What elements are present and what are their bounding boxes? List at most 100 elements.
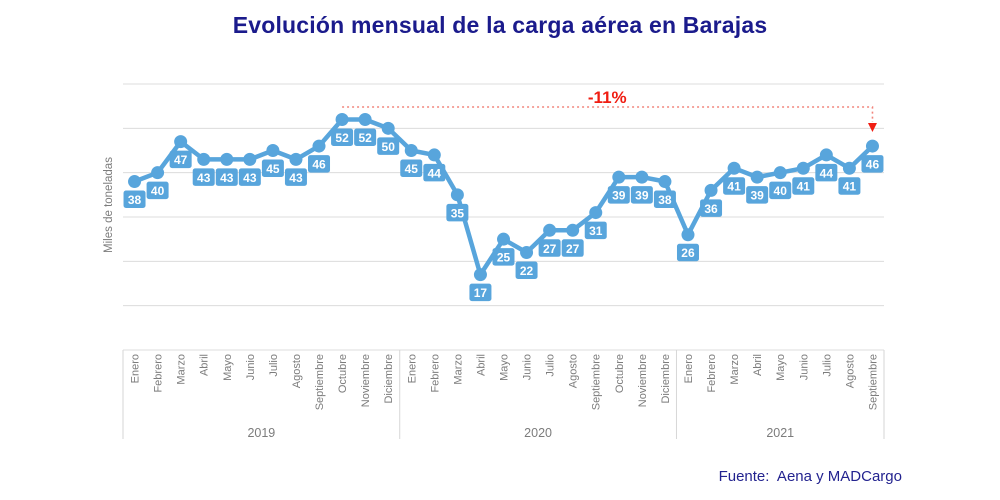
x-tick-label: Julio <box>545 354 557 377</box>
data-label-box <box>123 190 146 209</box>
data-label-box <box>561 239 584 257</box>
data-label-value: 44 <box>428 166 442 180</box>
data-label-box <box>584 221 607 240</box>
data-label-value: 25 <box>497 251 511 265</box>
data-label-box <box>146 181 169 200</box>
data-label: 41 <box>723 177 746 195</box>
data-label-box <box>308 155 331 173</box>
data-label-value: 40 <box>151 184 165 198</box>
data-point-marker <box>128 175 142 189</box>
data-label-box <box>284 168 307 186</box>
data-label: 43 <box>284 168 307 186</box>
data-label: 44 <box>815 163 838 182</box>
data-label-value: 39 <box>612 189 626 203</box>
data-label: 44 <box>423 163 446 182</box>
data-label-box <box>377 137 400 155</box>
x-tick-label: Diciembre <box>660 354 672 404</box>
year-label: 2020 <box>524 426 552 440</box>
data-point-marker <box>381 121 395 135</box>
data-label: 43 <box>238 168 261 186</box>
data-label-value: 27 <box>543 242 557 256</box>
data-label: 46 <box>308 155 331 173</box>
data-label-box <box>538 239 561 257</box>
data-label-value: 27 <box>566 242 580 256</box>
x-tick-label: Enero <box>130 354 142 383</box>
x-tick-label: Octubre <box>337 354 349 393</box>
data-point-marker <box>427 148 441 162</box>
x-tick-label: Septiembre <box>867 354 879 410</box>
data-label: 52 <box>354 128 377 146</box>
data-label: 52 <box>331 128 354 146</box>
data-label-box <box>423 163 446 182</box>
data-point-marker <box>842 161 856 175</box>
data-point-marker <box>819 148 833 162</box>
data-label-box <box>676 243 699 262</box>
annotation-dotted-line <box>342 106 874 122</box>
data-label: 22 <box>515 261 538 279</box>
x-tick-label: Mayo <box>775 354 787 381</box>
data-label-value: 47 <box>174 153 188 167</box>
data-label: 38 <box>653 190 676 209</box>
data-label-value: 17 <box>474 286 488 300</box>
data-label-value: 43 <box>243 171 257 185</box>
data-label-box <box>792 177 815 195</box>
x-tick-label: Abril <box>199 354 211 376</box>
data-point-marker <box>796 161 810 175</box>
data-point-marker <box>865 139 879 153</box>
data-label: 39 <box>630 186 653 204</box>
data-label: 31 <box>584 221 607 240</box>
x-tick-label: Marzo <box>729 354 741 385</box>
data-label-value: 41 <box>797 180 811 194</box>
data-point-marker <box>220 152 234 166</box>
x-tick-label: Febrero <box>706 354 718 393</box>
data-label-value: 50 <box>382 140 396 154</box>
data-label-value: 39 <box>750 189 764 203</box>
data-label-box <box>192 168 215 186</box>
data-label-box <box>630 186 653 204</box>
data-label-box <box>723 177 746 195</box>
x-tick-label: Junio <box>798 354 810 380</box>
data-label-value: 45 <box>266 162 280 176</box>
data-label-value: 52 <box>335 131 349 145</box>
data-point-marker <box>497 232 510 246</box>
x-tick-label: Abril <box>752 354 764 376</box>
data-label-value: 35 <box>451 206 465 220</box>
data-label: 35 <box>446 203 469 222</box>
data-label: 43 <box>215 168 238 186</box>
x-tick-label: Mayo <box>222 354 234 381</box>
x-tick-label: Mayo <box>499 354 511 381</box>
data-point-marker <box>174 135 188 149</box>
data-point-marker <box>727 161 741 175</box>
data-label-value: 41 <box>727 180 741 194</box>
data-label-box <box>700 199 723 217</box>
data-point-marker <box>681 228 695 242</box>
data-label-box <box>607 186 630 204</box>
data-point-marker <box>358 112 372 126</box>
x-tick-label: Febrero <box>153 354 165 393</box>
data-label-box <box>746 186 769 204</box>
data-label: 39 <box>746 186 769 204</box>
data-point-marker <box>243 152 257 166</box>
x-tick-label: Enero <box>406 354 418 383</box>
data-label-value: 26 <box>681 246 695 260</box>
x-tick-label: Enero <box>683 354 695 383</box>
data-label-value: 43 <box>197 171 211 185</box>
data-label: 40 <box>146 181 169 200</box>
data-label-box <box>261 159 284 178</box>
data-label-value: 52 <box>358 131 372 145</box>
data-label-value: 39 <box>635 189 649 203</box>
data-label-value: 38 <box>128 193 142 207</box>
data-point-marker <box>658 175 672 189</box>
data-label-value: 46 <box>866 158 880 172</box>
data-point-marker <box>151 166 165 180</box>
annotation-label: -11% <box>588 88 627 107</box>
x-tick-label: Octubre <box>614 354 626 393</box>
data-label-box <box>469 283 492 302</box>
data-point-marker <box>612 170 626 184</box>
data-label-value: 46 <box>312 158 326 172</box>
data-label: 40 <box>769 181 792 200</box>
data-label: 25 <box>492 248 515 266</box>
data-label: 36 <box>700 199 723 217</box>
data-label: 50 <box>377 137 400 155</box>
data-label: 47 <box>169 150 192 169</box>
